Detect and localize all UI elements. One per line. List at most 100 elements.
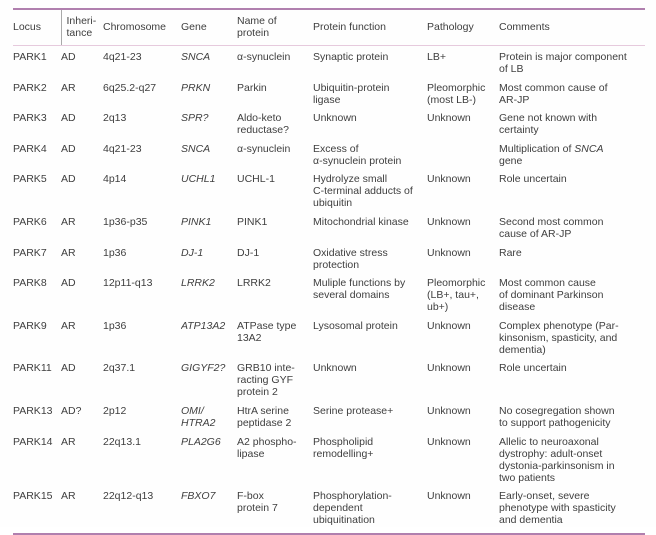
- cell-inheritance: AD: [61, 112, 76, 125]
- cell-locus: PARK14: [13, 435, 53, 448]
- cell-protein-name: HtrA serine peptidase 2: [237, 404, 292, 429]
- cell-gene-symbol: SNCA: [181, 142, 211, 155]
- cell-protein-name: Parkin: [237, 81, 267, 94]
- cell-comments: Role uncertain: [499, 173, 567, 186]
- cell-pathology: [427, 136, 499, 167]
- col-header-inheritance: Inheri- tance: [60, 9, 103, 46]
- cell-protein-name: DJ-1: [237, 246, 260, 259]
- cell-comments: Rare: [499, 246, 522, 259]
- cell-chromosome: 2q13: [103, 112, 127, 125]
- cell-inheritance: AR: [61, 319, 76, 332]
- cell-comments: Most common cause of dominant Parkinson …: [499, 277, 604, 314]
- cell-protein-name: ATPase type 13A2: [237, 319, 297, 344]
- cell-gene-symbol: LRRK2: [181, 277, 215, 290]
- cell-protein-function: Excess of α-synuclein protein: [313, 142, 402, 167]
- cell-inheritance: AD: [61, 51, 76, 63]
- cell-gene-symbol: OMI/ HTRA2: [181, 404, 216, 429]
- cell-gene-symbol: SPR?: [181, 112, 209, 125]
- cell-protein-function: Lysosomal protein: [313, 319, 398, 332]
- cell-protein-name: α-synuclein: [237, 142, 291, 155]
- cell-chromosome: 22q13.1: [103, 435, 141, 448]
- cell-protein-function: Muliple functions by several domains: [313, 277, 406, 302]
- cell-pathology: Unknown: [427, 112, 471, 125]
- cell-protein-name: α-synuclein: [237, 51, 291, 63]
- cell-pathology: Unknown: [427, 490, 471, 503]
- cell-pathology: Unknown: [427, 319, 471, 332]
- cell-chromosome: 4q21-23: [103, 51, 142, 63]
- cell-protein-function: Mitochondrial kinase: [313, 215, 409, 228]
- cell-pathology: Unknown: [427, 362, 471, 375]
- cell-comments: Complex phenotype (Par- kinsonism, spast…: [499, 319, 619, 356]
- cell-gene-symbol: SNCA: [181, 51, 211, 63]
- table-row: PARK1 AD 4q21-23 SNCA α-synuclein Synapt…: [13, 46, 645, 76]
- cell-inheritance: AR: [61, 435, 76, 448]
- cell-locus: PARK2: [13, 81, 47, 94]
- col-header-protein-function: Protein function: [313, 9, 427, 46]
- table-row: PARK4 AD 4q21-23 SNCA α-synuclein Excess…: [13, 136, 645, 167]
- cell-locus: PARK3: [13, 112, 47, 125]
- table-row: PARK8 AD 12p11-q13 LRRK2 LRRK2 Muliple f…: [13, 271, 645, 314]
- cell-locus: PARK7: [13, 246, 47, 259]
- cell-inheritance: AD: [61, 142, 76, 155]
- table-row: PARK13 AD? 2p12 OMI/ HTRA2 HtrA serine p…: [13, 398, 645, 429]
- cell-protein-function: Synaptic protein: [313, 51, 389, 63]
- park-loci-table: Locus Inheri- tance Chromosome Gene Name…: [13, 8, 645, 535]
- cell-protein-name: Aldo-keto reductase?: [237, 112, 289, 137]
- cell-chromosome: 1p36-p35: [103, 215, 148, 228]
- cell-protein-function: Phosphorylation- dependent ubiquitinatio…: [313, 490, 392, 527]
- cell-protein-function: Phospholipid remodelling+: [313, 435, 374, 460]
- cell-pathology: Unknown: [427, 435, 471, 448]
- cell-inheritance: AD: [61, 362, 76, 375]
- cell-chromosome: 1p36: [103, 246, 127, 259]
- table-row: PARK6 AR 1p36-p35 PINK1 PINK1 Mitochondr…: [13, 209, 645, 240]
- cell-chromosome: 12p11-q13: [103, 277, 153, 290]
- cell-chromosome: 1p36: [103, 319, 127, 332]
- cell-comments: Most common cause of AR-JP: [499, 81, 608, 106]
- cell-gene-symbol: GIGYF2?: [181, 362, 226, 375]
- cell-pathology: Unknown: [427, 173, 471, 186]
- table-row: PARK9 AR 1p36 ATP13A2 ATPase type 13A2 L…: [13, 313, 645, 356]
- cell-locus: PARK4: [13, 142, 47, 155]
- cell-pathology: Pleomorphic (most LB-): [427, 81, 486, 106]
- cell-locus: PARK6: [13, 215, 47, 228]
- cell-comments: Allelic to neuroaxonal dystrophy: adult-…: [499, 435, 615, 484]
- cell-inheritance: AR: [61, 246, 76, 259]
- cell-protein-name: PINK1: [237, 215, 268, 228]
- col-header-comments: Comments: [499, 9, 645, 46]
- cell-gene-symbol: ATP13A2: [181, 319, 226, 332]
- cell-chromosome: 2p12: [103, 404, 127, 417]
- col-header-gene: Gene: [181, 9, 237, 46]
- cell-protein-function: Serine protease+: [313, 404, 394, 417]
- cell-locus: PARK5: [13, 173, 47, 186]
- cell-inheritance: AD: [61, 173, 76, 186]
- cell-chromosome: 6q25.2-q27: [103, 81, 157, 94]
- cell-chromosome: 4p14: [103, 173, 127, 186]
- cell-comments: Multiplication of SNCA gene: [499, 142, 604, 167]
- table-row: PARK7 AR 1p36 DJ-1 DJ-1 Oxidative stress…: [13, 240, 645, 271]
- cell-protein-function: Hydrolyze small C-terminal adducts of ub…: [313, 173, 413, 210]
- cell-comments: Early-onset, severe phenotype with spast…: [499, 490, 616, 527]
- cell-pathology: LB+: [427, 51, 446, 63]
- cell-locus: PARK11: [13, 362, 52, 375]
- cell-inheritance: AR: [61, 215, 76, 228]
- cell-chromosome: 2q37.1: [103, 362, 136, 375]
- cell-comments: Gene not known with certainty: [499, 112, 598, 137]
- table-body: PARK1 AD 4q21-23 SNCA α-synuclein Synapt…: [13, 46, 645, 535]
- cell-comments: Role uncertain: [499, 362, 567, 375]
- cell-inheritance: AD?: [61, 404, 82, 417]
- cell-inheritance: AR: [61, 81, 76, 94]
- cell-locus: PARK9: [13, 319, 47, 332]
- cell-pathology: Unknown: [427, 215, 471, 228]
- cell-inheritance: AR: [61, 490, 76, 503]
- cell-locus: PARK8: [13, 277, 47, 290]
- cell-gene-symbol: PRKN: [181, 81, 211, 94]
- cell-comments: Second most common cause of AR-JP: [499, 215, 604, 240]
- cell-locus: PARK15: [13, 490, 53, 503]
- cell-chromosome: 22q12-q13: [103, 490, 154, 503]
- cell-locus: PARK1: [13, 51, 47, 63]
- table-row: PARK14 AR 22q13.1 PLA2G6 A2 phospho- lip…: [13, 429, 645, 484]
- col-header-chromosome: Chromosome: [103, 9, 181, 46]
- cell-pathology: Unknown: [427, 404, 471, 417]
- cell-chromosome: 4q21-23: [103, 142, 142, 155]
